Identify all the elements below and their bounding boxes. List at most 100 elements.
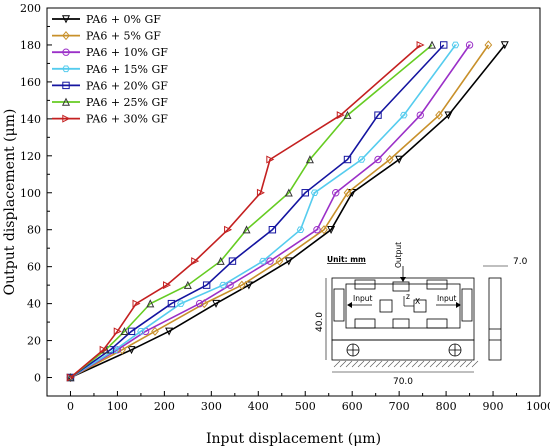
data-point <box>165 327 174 336</box>
series-3 <box>66 41 460 381</box>
legend-label: PA6 + 10% GF <box>86 46 168 59</box>
hatch-line <box>345 360 353 368</box>
x-tick-label: 700 <box>389 400 410 413</box>
inset-output-label: Output <box>394 242 403 268</box>
data-point <box>151 326 159 336</box>
data-point <box>320 225 328 235</box>
data-point <box>132 299 141 308</box>
inset-mechanism-body <box>331 277 475 361</box>
legend-label: PA6 + 25% GF <box>86 96 168 109</box>
x-tick-label: 400 <box>248 400 269 413</box>
data-point <box>332 189 340 197</box>
hatch-line <box>453 360 461 368</box>
data-point <box>266 155 275 164</box>
data-point <box>284 257 293 266</box>
legend-marker <box>62 65 70 73</box>
data-point <box>99 345 108 354</box>
data-point <box>177 300 185 307</box>
legend-label: PA6 + 0% GF <box>86 13 161 26</box>
inset-input-left-label: Input <box>353 294 372 303</box>
hatch-line <box>471 360 479 368</box>
data-point <box>313 226 321 234</box>
hatch-line <box>405 360 413 368</box>
x-tick-label: 500 <box>295 400 316 413</box>
legend-entry: PA6 + 25% GF <box>52 96 168 109</box>
series-line <box>70 44 506 379</box>
y-axis-title: Output displacement (μm) <box>2 109 18 296</box>
plot-area <box>66 40 509 383</box>
data-point <box>400 111 408 119</box>
hatch-line <box>369 360 377 368</box>
y-tick-label: 80 <box>27 224 41 237</box>
inset-side-view <box>488 277 502 361</box>
data-point <box>296 226 305 233</box>
hatch-line <box>429 360 437 368</box>
hatch-line <box>387 360 395 368</box>
inset-x-label: X <box>415 297 420 306</box>
mechanism-inset-diagram: Unit: mm Output Input <box>315 242 528 387</box>
data-point <box>374 155 382 164</box>
y-tick-label: 180 <box>20 39 41 52</box>
data-point <box>237 280 246 290</box>
hatch-line <box>393 360 401 368</box>
data-point <box>163 281 172 290</box>
inset-input-right-arrowhead <box>456 302 461 308</box>
data-point <box>127 327 136 336</box>
legend-label: PA6 + 20% GF <box>86 79 168 92</box>
data-point <box>284 188 293 197</box>
data-point <box>195 299 204 308</box>
data-point <box>120 327 129 336</box>
data-point <box>305 155 314 164</box>
hatch-line <box>375 360 383 368</box>
hatch-line <box>459 360 467 368</box>
x-tick-label: 800 <box>436 400 457 413</box>
data-point <box>113 327 122 336</box>
data-point <box>259 257 267 265</box>
data-point <box>191 257 200 266</box>
legend-entry: PA6 + 10% GF <box>52 46 168 59</box>
legend-entry: PA6 + 20% GF <box>52 79 168 92</box>
inset-unit-label: Unit: mm <box>327 255 366 264</box>
y-tick-label: 20 <box>27 335 41 348</box>
series-line <box>70 44 445 379</box>
inset-height-dim: 40.0 <box>315 312 325 332</box>
data-point <box>385 154 394 165</box>
hatch-line <box>333 360 341 368</box>
y-tick-label: 140 <box>20 113 41 126</box>
data-point <box>343 110 352 119</box>
data-point <box>66 373 75 382</box>
data-point <box>395 155 404 164</box>
data-point <box>275 256 284 266</box>
data-point <box>465 41 474 49</box>
y-tick-label: 120 <box>20 150 41 163</box>
inset-input-left-arrowhead <box>347 302 352 308</box>
hatch-line <box>417 360 425 368</box>
data-point <box>216 256 225 265</box>
data-point <box>301 189 309 197</box>
data-point <box>440 41 448 49</box>
series-line <box>70 44 490 379</box>
data-point <box>310 189 319 197</box>
legend-label: PA6 + 5% GF <box>86 30 161 43</box>
legend-marker <box>62 114 71 123</box>
data-point <box>500 41 509 50</box>
series-6 <box>66 40 425 382</box>
data-point <box>226 281 234 289</box>
legend-marker <box>62 81 70 90</box>
series-line <box>70 44 433 379</box>
y-tick-label: 160 <box>20 76 41 89</box>
data-point <box>244 281 253 290</box>
hatch-line <box>381 360 389 368</box>
series-0 <box>66 41 509 382</box>
x-tick-label: 100 <box>107 400 128 413</box>
legend-entry: PA6 + 5% GF <box>52 30 161 43</box>
hatch-line <box>447 360 455 368</box>
data-point <box>444 111 453 120</box>
x-tick-label: 600 <box>342 400 363 413</box>
hatch-line <box>351 360 359 368</box>
series-4 <box>66 41 448 382</box>
hatch-line <box>339 360 347 368</box>
legend-entry: PA6 + 30% GF <box>52 113 168 126</box>
